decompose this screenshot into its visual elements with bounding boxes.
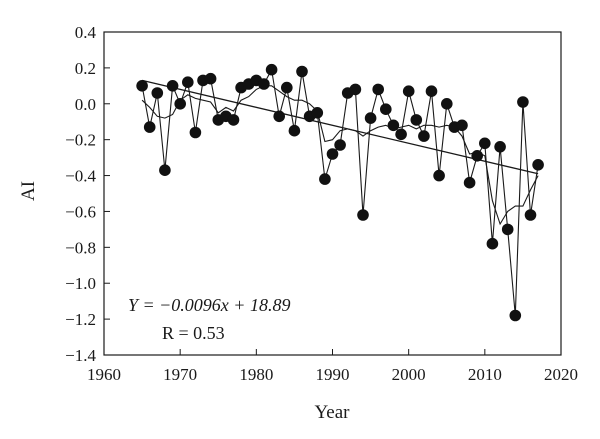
data-point xyxy=(334,139,346,151)
x-axis-ticks: 1960 1970 1980 1990 2000 2010 2020 xyxy=(87,349,578,384)
data-point xyxy=(349,83,362,96)
data-point xyxy=(182,76,194,88)
equation-annotation: Y = −0.0096x + 18.89 xyxy=(128,295,290,315)
data-point xyxy=(357,209,369,221)
data-point xyxy=(296,65,308,78)
y-tick-label: −0.6 xyxy=(65,202,96,221)
y-tick-label: 0.0 xyxy=(75,95,96,114)
x-tick-label: 1980 xyxy=(239,365,273,384)
data-point xyxy=(441,98,453,110)
data-point xyxy=(425,85,438,97)
data-point xyxy=(143,121,156,133)
y-axis-ticks: 0.4 0.2 0.0 −0.2 −0.4 −0.6 −0.8 −1.0 −1.2 −1.4 xyxy=(65,23,110,365)
data-point xyxy=(281,81,293,94)
data-point xyxy=(364,112,377,124)
data-point xyxy=(418,130,430,142)
x-tick-label: 1960 xyxy=(87,365,121,384)
y-tick-label: −0.8 xyxy=(65,238,96,257)
data-point xyxy=(456,119,468,132)
data-point xyxy=(258,78,270,90)
y-tick-label: 0.4 xyxy=(75,23,97,42)
x-tick-label: 2000 xyxy=(392,365,426,384)
x-tick-label: 1970 xyxy=(163,365,197,384)
data-point xyxy=(395,128,407,141)
y-tick-label: −0.2 xyxy=(65,131,96,150)
data-point xyxy=(486,237,499,250)
r-value-annotation: R = 0.53 xyxy=(162,323,225,343)
data-point xyxy=(372,83,385,96)
data-point xyxy=(151,87,164,99)
data-point xyxy=(532,159,544,171)
x-tick-label: 1990 xyxy=(316,365,350,384)
data-point xyxy=(380,103,392,115)
observed-series-layer xyxy=(136,63,544,322)
x-tick-label: 2020 xyxy=(544,365,578,384)
data-point xyxy=(166,80,179,92)
data-point xyxy=(189,126,202,139)
observed-line xyxy=(141,68,539,316)
y-tick-label: −1.2 xyxy=(65,310,96,329)
data-point xyxy=(319,173,331,185)
data-point xyxy=(159,164,171,176)
data-point xyxy=(524,209,537,221)
data-point xyxy=(204,72,217,85)
data-point xyxy=(433,169,445,182)
data-point xyxy=(265,63,278,76)
data-point xyxy=(494,141,506,153)
y-tick-label: 0.2 xyxy=(75,59,96,78)
y-axis-label: AI xyxy=(18,181,39,201)
data-point xyxy=(501,223,514,236)
data-point xyxy=(463,176,476,189)
x-axis-label: Year xyxy=(314,402,350,423)
data-point xyxy=(326,148,339,160)
y-tick-label: −1.4 xyxy=(65,346,96,365)
data-point xyxy=(479,137,491,150)
y-tick-label: −1.0 xyxy=(65,274,96,293)
data-point xyxy=(311,107,324,119)
data-point xyxy=(288,124,301,137)
data-point xyxy=(273,110,286,123)
data-point xyxy=(410,114,423,126)
data-point xyxy=(227,114,240,126)
data-point xyxy=(402,85,415,97)
data-point xyxy=(387,119,400,132)
data-point xyxy=(136,80,148,92)
data-point xyxy=(517,96,529,108)
x-tick-label: 2010 xyxy=(468,365,502,384)
data-point xyxy=(509,309,522,322)
data-point xyxy=(471,150,484,162)
y-tick-label: −0.4 xyxy=(65,167,96,186)
data-point xyxy=(174,98,186,110)
